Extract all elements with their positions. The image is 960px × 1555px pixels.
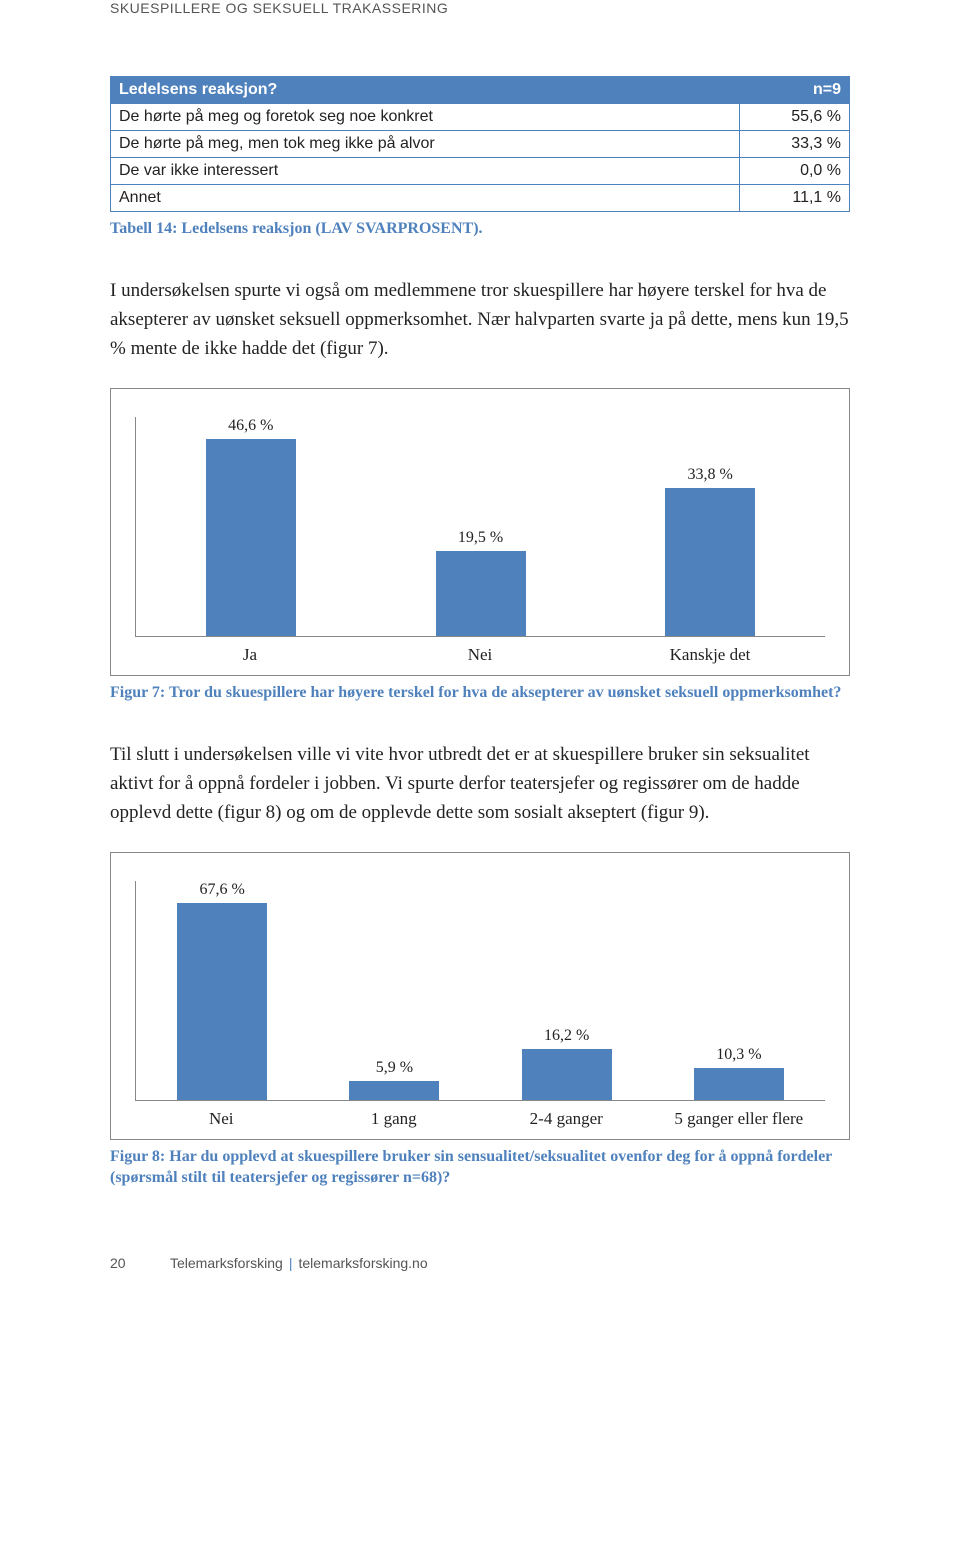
x-axis-label: Ja [135, 645, 365, 665]
bar-value-label: 67,6 % [199, 881, 244, 899]
bar-value-label: 46,6 % [228, 417, 273, 435]
table-cell-value: 0,0 % [740, 158, 850, 185]
footer-separator: | [289, 1255, 293, 1271]
x-axis-label: Kanskje det [595, 645, 825, 665]
table-cell-label: Annet [111, 185, 740, 212]
x-axis-label: Nei [365, 645, 595, 665]
bar-value-label: 16,2 % [544, 1027, 589, 1045]
chart-7-bars: 46,6 % 19,5 % 33,8 % [135, 417, 825, 637]
bar [522, 1049, 612, 1100]
table-cell-label: De hørte på meg, men tok meg ikke på alv… [111, 131, 740, 158]
chart-8-caption: Figur 8: Har du opplevd at skuespillere … [110, 1146, 850, 1189]
table-cell-value: 55,6 % [740, 104, 850, 131]
bar-value-label: 10,3 % [716, 1046, 761, 1064]
x-axis-label: 2-4 ganger [480, 1109, 653, 1129]
table-row: Annet 11,1 % [111, 185, 850, 212]
table-row: De hørte på meg, men tok meg ikke på alv… [111, 131, 850, 158]
table-cell-value: 11,1 % [740, 185, 850, 212]
page: SKUESPILLERE OG SEKSUELL TRAKASSERING Le… [0, 0, 960, 1311]
chart-7: 46,6 % 19,5 % 33,8 % JaNeiKanskje det [110, 388, 850, 676]
table-row: De hørte på meg og foretok seg noe konkr… [111, 104, 850, 131]
paragraph-1: I undersøkelsen spurte vi også om medlem… [110, 276, 850, 364]
chart-7-caption: Figur 7: Tror du skuespillere har høyere… [110, 682, 850, 704]
chart-8-bars: 67,6 % 5,9 % 16,2 % 10,3 % [135, 881, 825, 1101]
table-cell-label: De var ikke interessert [111, 158, 740, 185]
chart-8: 67,6 % 5,9 % 16,2 % 10,3 % Nei1 gang2-4 gan… [110, 852, 850, 1140]
footer-org: Telemarksforsking [170, 1255, 283, 1271]
bar-wrap: 16,2 % [481, 881, 653, 1100]
bar [206, 439, 296, 636]
bar-wrap: 46,6 % [136, 417, 366, 636]
table-14: Ledelsens reaksjon? n=9 De hørte på meg … [110, 76, 850, 212]
table-row: De var ikke interessert 0,0 % [111, 158, 850, 185]
table-cell-value: 33,3 % [740, 131, 850, 158]
x-axis-label: 5 ganger eller flere [653, 1109, 826, 1129]
x-axis-label: 1 gang [308, 1109, 481, 1129]
footer-url: telemarksforsking.no [298, 1255, 427, 1271]
bar [665, 488, 755, 636]
bar [177, 903, 267, 1100]
running-head: SKUESPILLERE OG SEKSUELL TRAKASSERING [110, 0, 850, 76]
chart-7-xlabels: JaNeiKanskje det [135, 645, 825, 665]
table-14-header-right: n=9 [740, 77, 850, 104]
table-14-caption: Tabell 14: Ledelsens reaksjon (LAV SVARP… [110, 218, 850, 240]
bar-wrap: 33,8 % [595, 417, 825, 636]
paragraph-2: Til slutt i undersøkelsen ville vi vite … [110, 740, 850, 828]
bar-wrap: 5,9 % [308, 881, 480, 1100]
bar-wrap: 10,3 % [653, 881, 825, 1100]
bar-value-label: 5,9 % [376, 1059, 413, 1077]
page-number: 20 [110, 1255, 170, 1271]
bar-value-label: 19,5 % [458, 529, 503, 547]
table-14-header-left: Ledelsens reaksjon? [111, 77, 740, 104]
bar [436, 551, 526, 636]
x-axis-label: Nei [135, 1109, 308, 1129]
bar-wrap: 19,5 % [366, 417, 596, 636]
bar [694, 1068, 784, 1100]
chart-8-xlabels: Nei1 gang2-4 ganger5 ganger eller flere [135, 1109, 825, 1129]
table-cell-label: De hørte på meg og foretok seg noe konkr… [111, 104, 740, 131]
bar-wrap: 67,6 % [136, 881, 308, 1100]
bar [349, 1081, 439, 1099]
page-footer: 20 Telemarksforsking | telemarksforsking… [110, 1225, 850, 1271]
bar-value-label: 33,8 % [688, 466, 733, 484]
